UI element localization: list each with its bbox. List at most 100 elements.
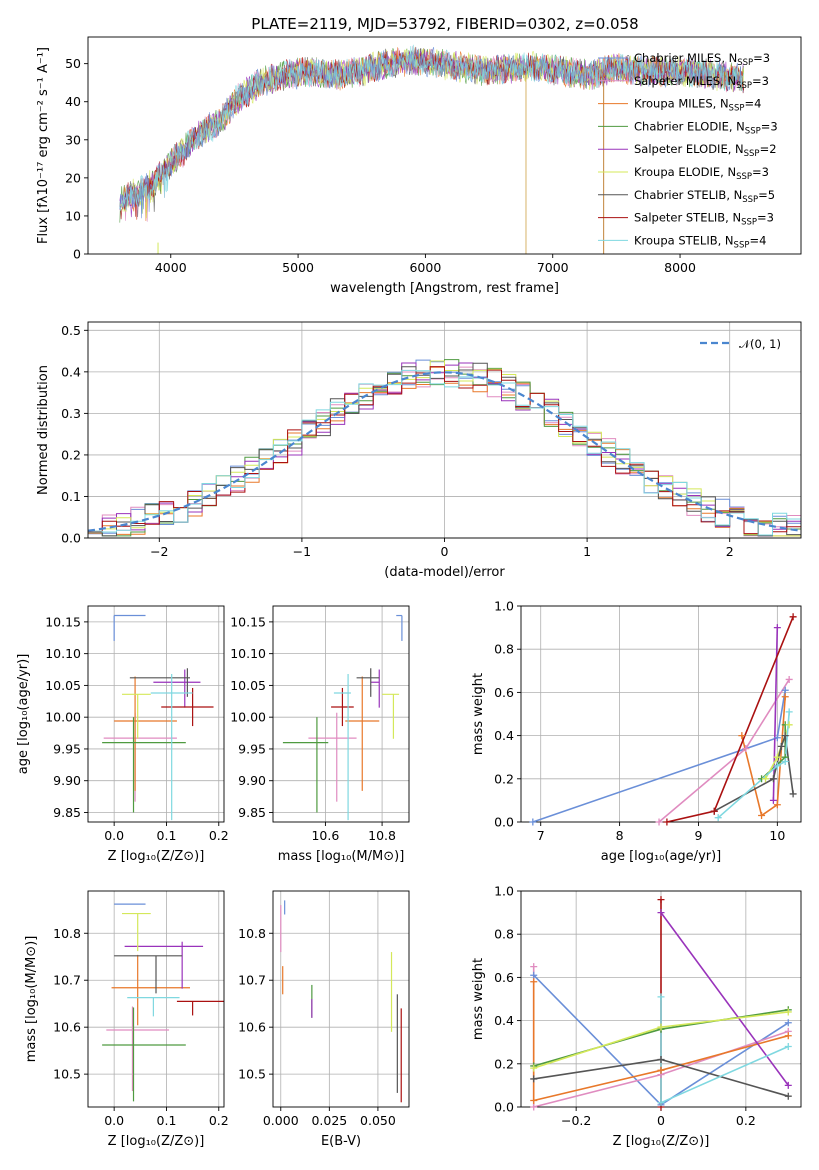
legend-entry: Kroupa MILES, NSSP=4 (634, 97, 761, 114)
legend-entry: Chabrier ELODIE, NSSP=3 (634, 119, 778, 136)
weight-point-marker (655, 818, 663, 826)
axes-frame (87, 321, 802, 539)
y-tick-label: 0.8 (494, 927, 514, 942)
weight-point-marker (789, 613, 797, 621)
x-tick-label: 0.2 (209, 828, 229, 843)
y-tick-label: 0.3 (61, 406, 81, 421)
axes-frame (520, 605, 802, 823)
y-tick-label: 9.90 (53, 773, 81, 788)
x-axis-label: age [log₁₀(age/yr)] (601, 849, 722, 864)
weight-point-marker (773, 801, 781, 809)
legend-entry: Chabrier MILES, NSSP=3 (634, 51, 770, 68)
x-tick-label: 8 (616, 828, 624, 843)
x-tick-label: 0.2 (209, 1113, 229, 1128)
weight-series-line (532, 981, 789, 1102)
weight-vs-metallicity-panel: −0.2 0 0.2 0.0 0.2 0.4 0.6 0.8 1.0 Z [log₁₀(Z/Z⊙)… (471, 884, 802, 1149)
weight-point-marker (758, 812, 766, 820)
x-axis-label: wavelength [Angstrom, rest frame] (330, 281, 559, 296)
y-tick-label: 0.6 (494, 685, 514, 700)
weight-point-marker (657, 909, 665, 917)
x-tick-label: 0.2 (736, 1113, 756, 1128)
x-tick-label: −1 (293, 544, 311, 559)
figure-title: PLATE=2119, MJD=53792, FIBERID=0302, z=0… (251, 15, 638, 33)
y-tick-label: 10.7 (238, 973, 266, 988)
y-tick-label: 40 (65, 94, 81, 109)
x-tick-label: 0.1 (157, 828, 177, 843)
x-tick-label: 0 (657, 1113, 665, 1128)
legend-entry: Salpeter MILES, NSSP=3 (634, 74, 769, 91)
weight-point-marker (773, 753, 781, 761)
legend-entry: 𝒩(0, 1) (739, 337, 781, 351)
weight-point-marker (762, 775, 770, 783)
x-tick-label: 10.8 (368, 828, 396, 843)
x-tick-label: 7 (537, 828, 545, 843)
y-tick-label: 0 (73, 247, 81, 262)
y-tick-label: 0.2 (61, 447, 81, 462)
axes-frame (87, 605, 225, 823)
axes-frame (272, 890, 410, 1108)
x-axis-label: Z [log₁₀(Z/Z⊙)] (108, 1134, 205, 1149)
weight-point-marker (738, 732, 746, 740)
x-axis-label: E(B-V) (321, 1134, 361, 1149)
histogram-step (88, 369, 801, 536)
x-tick-label: −0.2 (561, 1113, 591, 1128)
mass-vs-reddening-panel: 0.000 0.025 0.050 10.5 10.6 10.7 10.8 E(B-V) (238, 890, 410, 1149)
weight-point-marker (529, 818, 537, 826)
y-axis-label: mass [log₁₀(M/M⊙)] (24, 936, 39, 1063)
weight-point-marker (769, 796, 777, 804)
weight-point-marker (657, 993, 665, 1001)
age-vs-mass-panel: 10.6 10.8 9.85 9.90 9.95 10.00 10.05 10.10 10.15… (230, 605, 410, 864)
spectrum-panel: 4000 5000 6000 7000 8000 0 10 20 30 40 50 wavelengt… (36, 36, 802, 296)
y-tick-label: 0.5 (61, 323, 81, 338)
weight-point-marker (530, 963, 538, 971)
plot-area (102, 614, 214, 821)
y-axis-label: Flux [fλ10⁻¹⁷ erg cm⁻² s⁻¹ A⁻¹] (36, 47, 51, 244)
age-vs-metallicity-panel: 0.0 0.1 0.2 9.85 9.90 9.95 10.00 10.05 10.10 10.1… (16, 605, 229, 864)
y-tick-label: 30 (65, 132, 81, 147)
y-tick-label: 0.2 (494, 771, 514, 786)
weight-point-marker (781, 686, 789, 694)
weight-point-marker (785, 721, 793, 729)
y-tick-label: 0.1 (61, 489, 81, 504)
weight-point-marker (530, 1064, 538, 1072)
weight-point-marker (781, 758, 789, 766)
weight-point-marker (784, 1008, 792, 1016)
legend-entry: Chabrier STELIB, NSSP=5 (634, 188, 775, 205)
y-tick-label: 0.0 (494, 1100, 514, 1115)
spectrum-line-chabrier-miles (119, 46, 744, 219)
weight-point-marker (777, 742, 785, 750)
weight-point-marker (657, 1099, 665, 1107)
weight-point-marker (773, 762, 781, 770)
weight-point-marker (714, 814, 722, 822)
y-axis-label: age [log₁₀(age/yr)] (16, 654, 31, 775)
y-tick-label: 10.6 (53, 1020, 81, 1035)
legend-entry: Salpeter STELIB, NSSP=3 (634, 211, 774, 228)
plot-area (102, 903, 224, 1102)
weight-point-marker (530, 1103, 538, 1111)
plot-area (88, 359, 801, 537)
weight-point-marker (773, 624, 781, 632)
y-tick-label: 9.85 (53, 805, 81, 820)
plot-area (119, 44, 744, 254)
y-tick-label: 0.4 (61, 364, 81, 379)
y-tick-label: 50 (65, 56, 81, 71)
weight-point-marker (781, 693, 789, 701)
legend-entry: Salpeter ELODIE, NSSP=2 (634, 142, 777, 159)
x-tick-label: 7000 (537, 260, 569, 275)
weight-point-marker (784, 1043, 792, 1051)
weight-point-marker (784, 1081, 792, 1089)
weight-point-marker (781, 732, 789, 740)
x-tick-label: −2 (150, 544, 168, 559)
weight-series-line (717, 711, 790, 819)
weight-point-marker (784, 1032, 792, 1040)
weight-point-marker (663, 818, 671, 826)
plot-area (532, 899, 789, 1107)
plot-area (532, 616, 794, 822)
y-tick-label: 9.95 (238, 741, 266, 756)
x-axis-label: mass [log₁₀(M/M⊙)] (278, 849, 405, 864)
y-tick-label: 10.7 (53, 973, 81, 988)
y-tick-label: 10.10 (45, 646, 81, 661)
y-tick-label: 10.8 (53, 926, 81, 941)
weight-point-marker (657, 1023, 665, 1031)
y-axis-label: mass weight (471, 673, 486, 755)
